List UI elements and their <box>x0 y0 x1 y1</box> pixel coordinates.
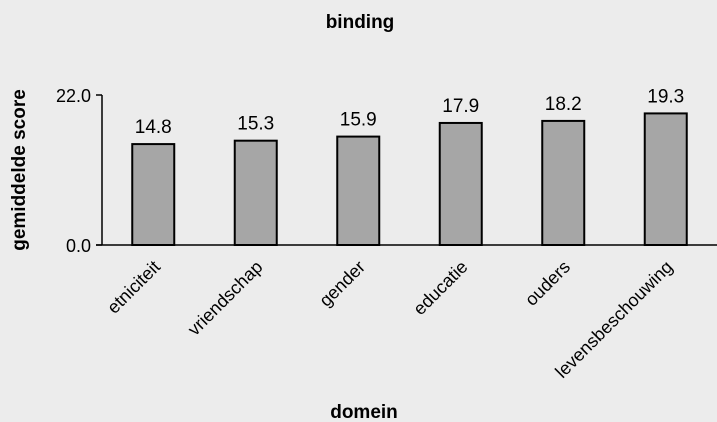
x-tick-label-etniciteit: etniciteit <box>103 257 164 318</box>
data-label-levensbeschouwing: 19.3 <box>647 86 684 107</box>
x-tick-label-gender: gender <box>315 257 369 311</box>
bar-levensbeschouwing <box>643 112 688 246</box>
bar-gender <box>336 135 381 246</box>
y-tick-label-max: 22.0 <box>56 86 91 106</box>
x-axis-title: domein <box>330 402 398 422</box>
y-axis-title: gemiddelde score <box>9 89 30 251</box>
data-label-etniciteit: 14.8 <box>135 117 172 138</box>
bar-educatie <box>438 121 483 246</box>
x-tick-label-educatie: educatie <box>409 257 471 319</box>
x-tick-label-ouders: ouders <box>521 257 574 310</box>
bars-group: 14.8 etniciteit 15.3 vriendschap 15.9 gender 1… <box>103 86 688 382</box>
chart-title: binding <box>326 12 395 33</box>
data-label-gender: 15.9 <box>340 110 377 131</box>
bar-vriendschap <box>233 139 278 247</box>
x-tick-label-vriendschap: vriendschap <box>184 257 267 340</box>
x-tick-label-levensbeschouwing: levensbeschouwing <box>551 257 676 382</box>
bar-ouders <box>541 119 586 246</box>
data-label-ouders: 18.2 <box>545 94 582 115</box>
bar-etniciteit <box>131 143 176 246</box>
data-label-educatie: 17.9 <box>442 96 479 117</box>
y-tick-label-min: 0.0 <box>66 236 91 256</box>
data-label-vriendschap: 15.3 <box>237 114 274 135</box>
